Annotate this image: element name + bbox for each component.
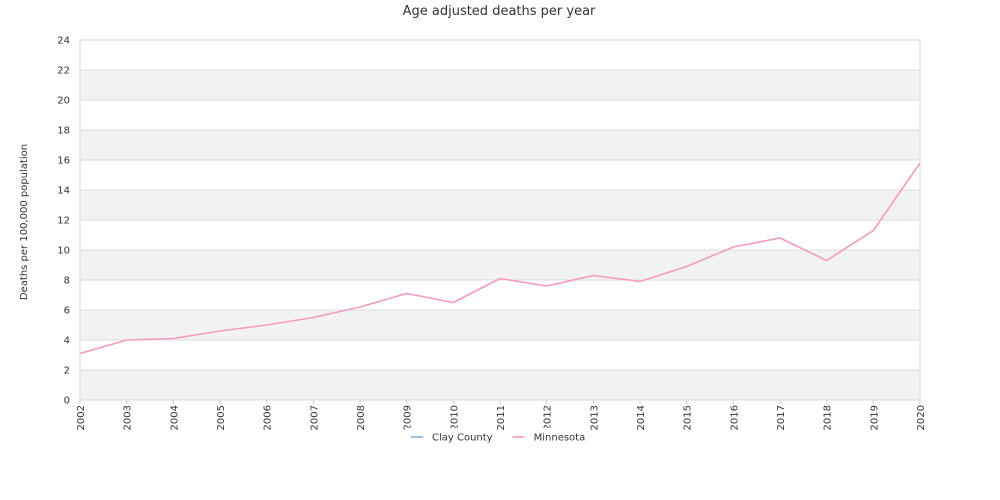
y-tick-label: 8 (64, 276, 70, 287)
legend-item[interactable]: Clay County (407, 428, 497, 444)
x-tick-label: 2011 (496, 405, 507, 430)
y-axis-label: Deaths per 100,000 population (19, 144, 30, 300)
x-tick-label: 2008 (356, 405, 367, 430)
grid-band (80, 220, 920, 250)
series-layer (79, 162, 921, 355)
y-tick-label: 14 (57, 186, 70, 197)
y-tick-label: 6 (64, 306, 70, 317)
legend-item[interactable]: Minnesota (508, 428, 590, 444)
y-tick-label: 22 (57, 66, 70, 77)
grid-band (80, 310, 920, 340)
x-tick-label: 2010 (449, 405, 460, 430)
x-tick-label: 2013 (589, 405, 600, 430)
y-tick-label: 0 (64, 396, 70, 407)
grid-bands (80, 40, 920, 400)
x-tick-label: 2018 (823, 405, 834, 430)
x-tick-label: 2003 (123, 405, 134, 430)
legend-item-bg (508, 428, 590, 442)
x-axis-ticks: 2002 2003 2004 2005 2006 2007 2008 2009 2010 2011… (76, 400, 927, 430)
x-tick-label: 2007 (309, 405, 320, 430)
legend-label: Minnesota (534, 433, 586, 444)
y-tick-label: 4 (64, 336, 70, 347)
x-tick-label: 2015 (683, 405, 694, 430)
grid-band (80, 250, 920, 280)
legend: Clay County Minnesota (407, 428, 590, 444)
x-tick-label: 2012 (543, 405, 554, 430)
y-tick-label: 24 (57, 36, 70, 47)
x-tick-label: 2016 (729, 405, 740, 430)
grid-band (80, 190, 920, 220)
grid-band (80, 280, 920, 310)
grid-band (80, 130, 920, 160)
grid-band (80, 40, 920, 70)
grid-band (80, 100, 920, 130)
y-tick-label: 18 (57, 126, 70, 137)
y-tick-label: 16 (57, 156, 70, 167)
x-tick-label: 2020 (916, 405, 927, 430)
x-tick-label: 2006 (263, 405, 274, 430)
x-tick-label: 2002 (76, 405, 87, 430)
y-tick-label: 2 (64, 366, 70, 377)
x-tick-label: 2009 (403, 405, 414, 430)
chart-title: Age adjusted deaths per year (403, 4, 596, 19)
legend-item-bg (407, 428, 497, 442)
x-tick-label: 2014 (636, 405, 647, 430)
grid-band (80, 160, 920, 190)
grid-band (80, 70, 920, 100)
x-tick-label: 2019 (869, 405, 880, 430)
x-tick-label: 2005 (216, 405, 227, 430)
grid-band (80, 370, 920, 400)
series-line-minnesota (79, 162, 921, 355)
y-tick-label: 12 (57, 216, 70, 227)
x-tick-label: 2004 (169, 405, 180, 430)
x-tick-label: 2017 (776, 405, 787, 430)
y-tick-label: 20 (57, 96, 70, 107)
legend-label: Clay County (432, 433, 493, 444)
grid-band (80, 340, 920, 370)
y-tick-label: 10 (57, 246, 70, 257)
